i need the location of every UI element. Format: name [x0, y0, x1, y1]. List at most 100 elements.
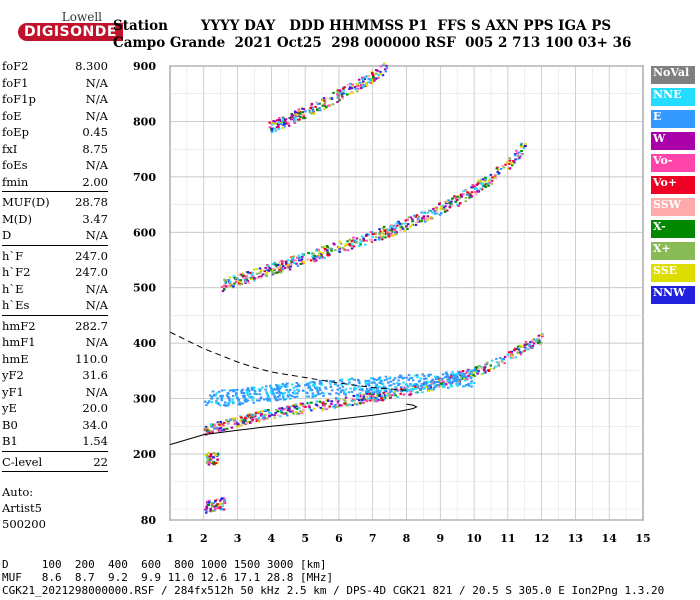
echo-point — [482, 183, 485, 186]
echo-point — [297, 254, 301, 257]
x-tick-label: 6 — [335, 532, 343, 545]
echo-point — [375, 400, 379, 403]
echo-point — [237, 279, 240, 282]
echo-point — [389, 397, 392, 399]
echo-point — [266, 394, 269, 397]
echo-point — [375, 398, 378, 401]
echo-point — [486, 184, 489, 187]
echo-point — [285, 122, 288, 125]
echo-point — [372, 380, 376, 383]
echo-point — [512, 357, 515, 360]
echo-point — [265, 385, 268, 388]
echo-point — [230, 426, 234, 429]
echo-point — [260, 412, 263, 415]
echo-point — [285, 389, 288, 391]
echo-point — [517, 348, 521, 351]
param-label: yF2 — [2, 368, 24, 382]
profile-extrapolation — [169, 331, 407, 391]
echo-point — [220, 397, 223, 400]
echo-point — [409, 390, 412, 393]
echo-point — [306, 392, 309, 395]
echo-point — [407, 374, 411, 377]
echo-point — [285, 382, 289, 385]
echo-point — [536, 338, 539, 340]
echo-point — [301, 389, 305, 392]
echo-point — [398, 374, 402, 377]
echo-point — [282, 119, 285, 122]
echo-point — [284, 383, 288, 386]
echo-point — [343, 390, 346, 393]
echo-point — [301, 402, 304, 405]
echo-point — [265, 274, 268, 277]
echo-point — [315, 388, 319, 391]
param-separator — [2, 244, 108, 246]
echo-point — [385, 231, 389, 234]
echo-point — [508, 162, 511, 165]
echo-point — [267, 414, 271, 417]
echo-point — [276, 410, 279, 413]
echo-point — [457, 370, 460, 373]
echo-point — [344, 243, 348, 246]
echo-point — [510, 352, 513, 355]
echo-point — [370, 388, 373, 391]
param-value: 3.47 — [82, 211, 108, 226]
echo-point — [204, 426, 208, 428]
echo-point — [260, 275, 263, 278]
echo-point — [402, 389, 406, 392]
echo-point — [425, 377, 428, 380]
echo-point — [337, 89, 340, 92]
echo-point — [523, 349, 526, 352]
echo-point — [390, 394, 393, 396]
echo-point — [390, 390, 393, 393]
echo-point — [311, 107, 314, 109]
param-label: yF1 — [2, 384, 24, 399]
echo-point — [228, 389, 232, 392]
echo-point — [341, 389, 345, 392]
echo-point — [214, 500, 217, 503]
echo-point — [320, 383, 323, 386]
echo-point — [318, 382, 322, 385]
echo-point — [444, 205, 447, 208]
echo-point — [338, 250, 341, 253]
echo-point — [317, 405, 320, 408]
echo-point — [250, 386, 254, 389]
echo-point — [309, 107, 312, 109]
echo-point — [279, 123, 282, 126]
echo-point — [324, 248, 327, 251]
echo-point — [444, 376, 448, 378]
echo-point — [506, 353, 510, 356]
echo-point — [314, 386, 317, 389]
echo-point — [299, 263, 302, 265]
echo-point — [376, 390, 380, 393]
echo-point — [532, 342, 536, 345]
echo-point — [395, 231, 398, 234]
echo-point — [378, 379, 381, 382]
echo-point — [377, 377, 381, 380]
echo-point — [519, 144, 523, 147]
echo-point — [441, 380, 445, 383]
echo-point — [450, 373, 453, 376]
echo-point — [453, 195, 456, 198]
echo-point — [230, 284, 234, 287]
echo-point — [275, 126, 279, 129]
echo-point — [349, 244, 352, 247]
echo-point — [443, 208, 447, 211]
echo-point — [243, 394, 246, 397]
echo-point — [336, 384, 339, 387]
echo-point — [449, 382, 452, 385]
echo-point — [243, 276, 247, 279]
echo-point — [207, 452, 211, 455]
echo-point — [223, 404, 226, 406]
echo-point — [231, 417, 235, 420]
echo-point — [389, 384, 393, 387]
echo-point — [219, 421, 222, 424]
echo-point — [328, 381, 332, 384]
echo-point — [267, 269, 270, 272]
echo-point — [356, 397, 359, 400]
echo-point — [387, 395, 390, 398]
echo-point — [350, 390, 354, 393]
echo-point — [377, 74, 380, 77]
echo-point — [336, 400, 340, 403]
echo-point — [508, 159, 512, 162]
echo-point — [497, 362, 500, 365]
